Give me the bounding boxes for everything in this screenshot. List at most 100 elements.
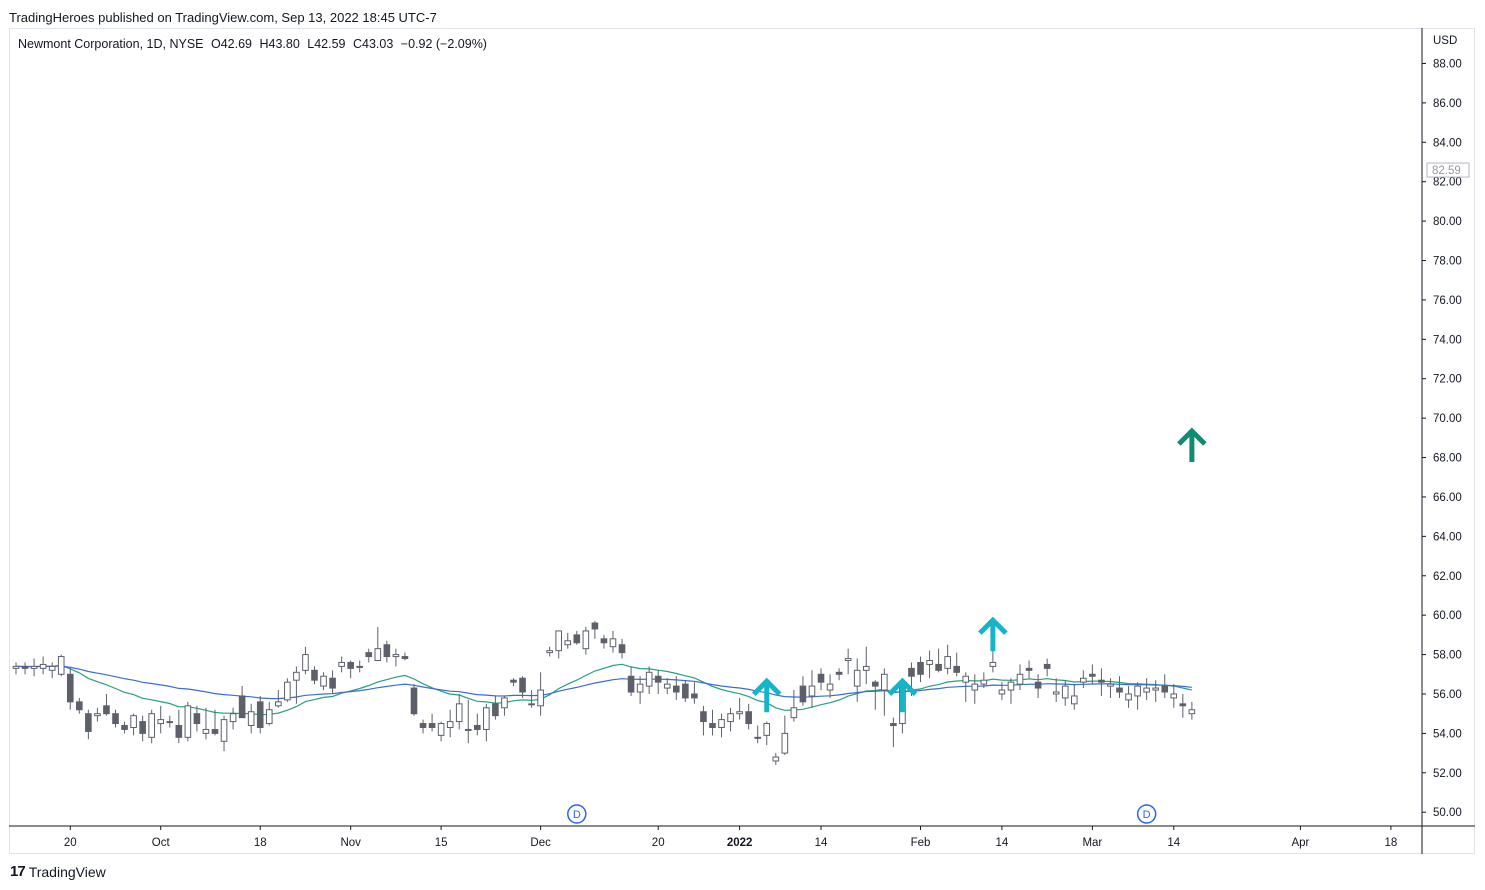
- candle-up: [790, 707, 798, 719]
- candle-down: [256, 701, 264, 728]
- currency-label: USD: [1433, 35, 1457, 47]
- candle-up: [1052, 691, 1060, 695]
- time-tick-label: Apr: [1291, 837, 1309, 849]
- candle-down: [66, 673, 74, 703]
- candle-down: [1116, 687, 1123, 693]
- candle-down: [700, 711, 707, 723]
- candle-down: [76, 701, 83, 711]
- candle-up: [220, 719, 228, 742]
- candle-down: [600, 638, 608, 644]
- time-tick-label: 18: [1384, 837, 1397, 849]
- price-tick-label: 84.00: [1433, 137, 1462, 149]
- time-tick-label: 20: [64, 837, 77, 849]
- candle-up: [275, 701, 282, 707]
- candle-down: [871, 681, 879, 687]
- dividend-marker: D: [567, 804, 587, 824]
- candle-down: [1089, 673, 1096, 677]
- candle-up: [284, 681, 291, 701]
- candle-down: [473, 725, 481, 730]
- candle-up: [1016, 673, 1024, 685]
- candle-up: [320, 675, 327, 687]
- candle-up: [582, 630, 590, 650]
- time-tick-label: Feb: [911, 837, 931, 849]
- candle-up: [293, 671, 300, 681]
- candle-up: [202, 728, 210, 734]
- price-tick-label: 72.00: [1433, 374, 1462, 386]
- price-tick-label: 50.00: [1433, 807, 1462, 819]
- candle-up: [727, 713, 734, 723]
- candle-down: [1161, 685, 1169, 693]
- candle-down: [691, 693, 698, 699]
- up-arrow-icon: [978, 616, 1008, 652]
- price-tick-label: 82.00: [1433, 177, 1462, 189]
- candle-down: [85, 713, 92, 732]
- candle-up: [247, 711, 255, 727]
- candle-down: [238, 695, 246, 719]
- candle-down: [401, 656, 409, 660]
- legend-low: L42.59: [307, 37, 346, 51]
- time-axis: 20 Oct 18 Nov 15 Dec 20 2022 14 Feb 14 Mar 14 Apr 18: [9, 825, 1475, 849]
- candle-down: [618, 644, 626, 654]
- price-tick-label: 70.00: [1433, 413, 1462, 425]
- candle-up: [826, 683, 834, 691]
- candle-down: [709, 723, 716, 728]
- time-tick-label: Dec: [530, 837, 551, 849]
- candle-up: [808, 685, 816, 697]
- candle-up: [501, 697, 508, 709]
- candle-down: [492, 703, 499, 717]
- candle-up: [989, 661, 997, 667]
- time-tick-label: 14: [996, 837, 1009, 849]
- candle-down: [139, 721, 146, 734]
- candle-up: [455, 703, 463, 723]
- candle-up: [853, 669, 861, 687]
- price-tick-label: 86.00: [1433, 98, 1462, 110]
- candle-up: [464, 728, 472, 731]
- candles: [12, 621, 1196, 765]
- candle-up: [1170, 693, 1178, 699]
- candle-down: [510, 679, 517, 683]
- candle-up: [663, 683, 671, 689]
- candle-up: [564, 640, 572, 646]
- tradingview-logo-icon: 17: [10, 863, 26, 880]
- candle-up: [446, 721, 454, 728]
- dividend-label: D: [1143, 809, 1151, 821]
- candle-down: [817, 673, 825, 683]
- time-tick-label: 20: [652, 837, 665, 849]
- candle-down: [383, 644, 391, 658]
- candle-up: [718, 719, 725, 728]
- candle-up: [528, 703, 535, 706]
- candle-up: [754, 736, 762, 739]
- ema-50-line: [15, 665, 1192, 700]
- price-tick-label: 64.00: [1433, 531, 1462, 543]
- candle-down: [1179, 703, 1187, 707]
- candle-down: [573, 634, 581, 644]
- legend-change: −0.92 (−2.09%): [400, 37, 487, 51]
- price-tick-label: 58.00: [1433, 650, 1462, 662]
- candle-down: [329, 677, 336, 689]
- candle-down: [103, 705, 110, 715]
- arrow-head: [1177, 427, 1207, 446]
- dividend-circle: [567, 804, 587, 824]
- tradingview-footer[interactable]: 17 TradingView: [10, 863, 106, 880]
- time-tick-label: Nov: [340, 837, 361, 849]
- chart-frame: [9, 28, 1475, 854]
- candle-up: [736, 711, 743, 715]
- price-tick-label: 56.00: [1433, 689, 1462, 701]
- candle-up: [1143, 687, 1150, 693]
- candle-down: [890, 723, 897, 727]
- symbol-legend: Newmont Corporation, 1D, NYSE O42.69 H43…: [18, 37, 491, 51]
- moving-averages: [15, 663, 1193, 716]
- candle-down: [410, 687, 418, 715]
- candle-up: [265, 709, 273, 725]
- price-tick-label: 62.00: [1433, 571, 1462, 583]
- candle-up: [157, 719, 165, 725]
- candle-up: [57, 656, 65, 675]
- candle-up: [338, 661, 345, 667]
- candle-up: [926, 659, 933, 665]
- price-tick-label: 80.00: [1433, 216, 1462, 228]
- candle-up: [645, 671, 653, 687]
- candle-down: [193, 713, 201, 725]
- candle-up: [392, 654, 400, 658]
